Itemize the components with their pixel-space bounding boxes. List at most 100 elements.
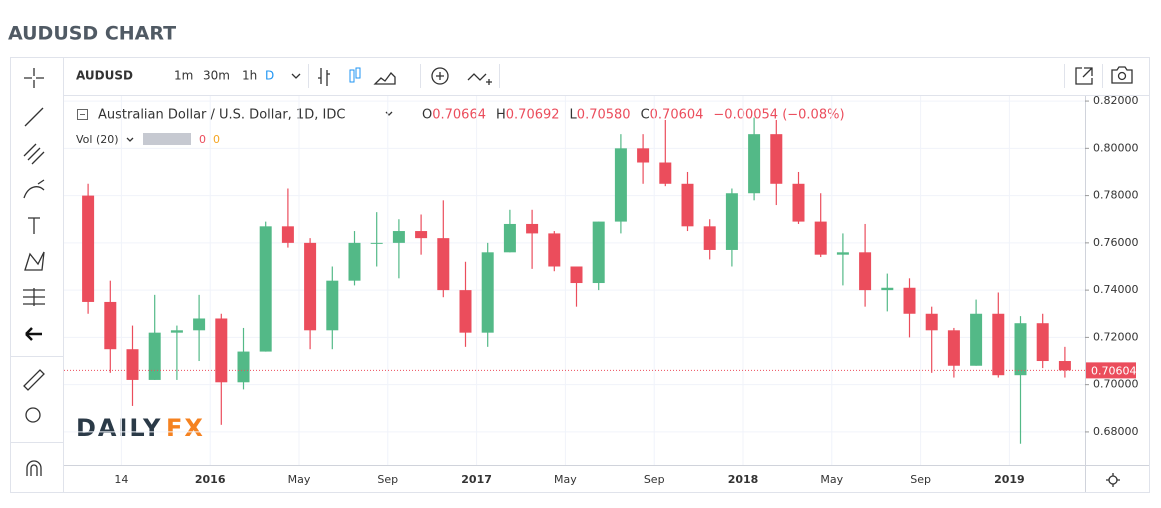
quote-label: C [641,108,650,123]
candle-body [481,252,494,333]
quote-value: 0.70664 [432,108,486,123]
candle-body [681,183,694,227]
x-tick-label: May [288,473,311,486]
candle-body [637,148,650,163]
zoom-tool[interactable] [25,407,41,423]
candle-body [792,183,805,222]
quote-label: H [496,108,506,123]
x-tick-label: May [554,473,577,486]
candle-body [215,318,228,383]
candle-body [725,193,738,250]
quote-label: L [570,108,578,123]
symbol[interactable]: AUDUSD [76,69,133,83]
candle-body [526,223,539,234]
ruler-tool[interactable] [23,369,45,391]
candle-body [326,280,339,331]
y-tick-label: 0.72000 [1093,330,1139,343]
y-tick-label: 0.80000 [1093,141,1139,154]
trend-line-tool[interactable] [24,107,44,127]
y-tick-label: 0.78000 [1093,189,1139,202]
candle-body [614,148,627,222]
candle-body [925,313,938,331]
series-title: Australian Dollar / U.S. Dollar, 1D, IDC [98,108,345,123]
x-tick-label: Sep [644,473,665,486]
volume-menu[interactable] [126,137,134,142]
candle-body [814,221,827,255]
x-tick-label: Sep [377,473,398,486]
candle-body [193,318,206,331]
candle-body [548,233,561,267]
candle-body [126,349,139,380]
interval[interactable]: 30m [203,69,230,83]
candle-body [1014,323,1027,376]
y-tick-label: 0.76000 [1093,236,1139,249]
last-price-tag [1086,362,1136,379]
series-menu[interactable] [385,111,393,116]
screenshot[interactable] [1111,66,1133,84]
volume-label: Vol (20) [76,133,119,146]
x-tick-label: 2016 [195,473,226,486]
prediction-tool[interactable] [23,288,45,306]
candle-body [370,242,383,244]
candle-body [947,330,960,366]
left-toolbar[interactable] [11,68,63,476]
interval-menu[interactable] [291,73,301,79]
candle-body [259,226,272,352]
interval-active[interactable]: D [265,69,274,83]
quote-value: 0.70692 [506,108,560,123]
candle-body [748,134,761,194]
compare[interactable] [467,73,492,85]
area-style[interactable] [373,72,396,85]
settings[interactable] [1106,473,1120,487]
candle-body [770,134,783,184]
x-tick-label: Sep [910,473,931,486]
volume-value: 0 [213,133,220,146]
quote-label: O [422,108,432,123]
y-tick-label: 0.68000 [1093,425,1139,438]
candle-body [459,290,472,333]
watermark: FX [166,414,205,442]
x-tick-label: 2019 [994,473,1025,486]
x-tick-label: May [820,473,843,486]
indicators[interactable] [436,72,444,80]
candle-body [1036,323,1049,362]
candle-body [703,226,716,250]
crosshair-tool[interactable] [24,68,44,88]
volume-buttons[interactable] [143,133,191,145]
text-tool[interactable] [28,217,40,234]
quote-value: 0.70604 [650,108,704,123]
candle-body [836,252,849,255]
bars-style[interactable] [318,68,330,86]
candle-body [903,287,916,314]
candle-body [970,313,983,366]
candle-body [437,238,450,291]
candles-style[interactable] [349,67,361,83]
hide-tool[interactable] [25,327,42,341]
quote-change: −0.00054 (−0.08%) [713,108,844,123]
watermark: DAILY [76,414,162,442]
indicators[interactable] [431,67,449,85]
candle-body [348,242,361,281]
candle-body [881,287,894,291]
fib-tool[interactable] [23,143,45,165]
collapse[interactable] [77,109,88,120]
x-tick-label: 2017 [461,473,492,486]
candle-body [281,226,294,243]
y-tick-label: 0.74000 [1093,283,1139,296]
magnet-tool[interactable] [26,460,42,476]
pattern-tool[interactable] [24,251,45,271]
candle-body [1058,361,1071,371]
popout[interactable] [1075,67,1093,85]
candle-body [82,195,95,302]
interval[interactable]: 1h [242,69,257,83]
screenshot[interactable] [1117,71,1127,81]
interval[interactable]: 1m [174,69,193,83]
x-tick-label: 14 [114,473,128,486]
candle-body [237,351,250,383]
x-tick-label: 2018 [728,473,759,486]
brush-tool[interactable] [23,179,45,199]
candle-body [570,266,583,284]
candle-body [415,231,428,239]
candle-body [304,242,317,331]
